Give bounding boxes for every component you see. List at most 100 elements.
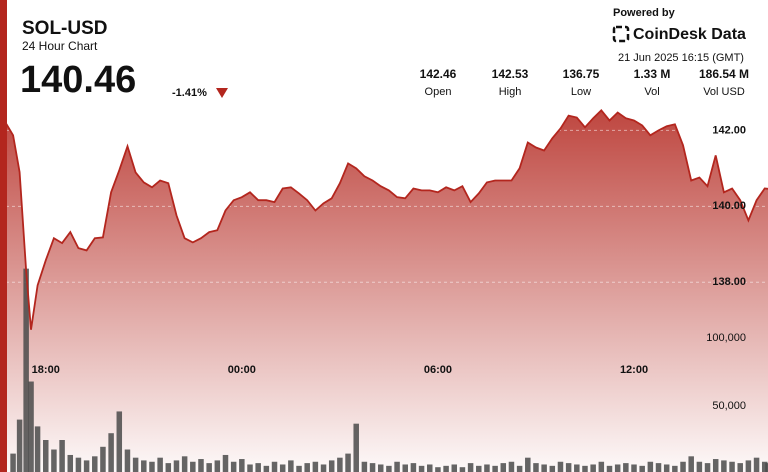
powered-by: Powered by xyxy=(613,7,676,19)
change: -1.41% xyxy=(172,87,207,99)
volume-bar xyxy=(149,461,155,472)
volume-bar xyxy=(737,463,743,472)
volume-bar xyxy=(157,457,163,472)
volume-bar xyxy=(108,433,114,472)
volume-bar xyxy=(574,464,580,472)
volume-bar xyxy=(328,460,335,472)
volume-bar xyxy=(279,464,286,472)
volume-bar xyxy=(492,465,498,472)
volume-bar xyxy=(296,465,302,472)
volume-bar xyxy=(214,460,221,472)
timestamp: 21 Jun 2025 16:15 (GMT) xyxy=(618,52,744,64)
accent-bar xyxy=(0,0,7,472)
volume-bar xyxy=(230,461,237,472)
volume-bar xyxy=(663,464,670,472)
volume-bar xyxy=(124,449,131,472)
volume-bar xyxy=(745,460,752,472)
volume-bar xyxy=(484,464,490,472)
volume-bar xyxy=(28,381,34,472)
volume-bar xyxy=(549,465,556,472)
volume-bar xyxy=(541,464,547,472)
volume-bar xyxy=(173,460,180,472)
volume-bar xyxy=(320,464,327,472)
volume-bar xyxy=(239,459,245,472)
volume-bar xyxy=(206,463,212,472)
volume-bar xyxy=(451,464,458,472)
x-tick-label: 12:00 xyxy=(620,364,648,376)
stat-label: Open xyxy=(425,86,452,98)
volume-bar xyxy=(51,449,57,472)
volume-bar xyxy=(165,463,172,472)
volume-bar xyxy=(721,460,727,472)
volume-bar xyxy=(190,461,196,472)
volume-bar xyxy=(765,463,768,472)
volume-bar xyxy=(533,463,539,472)
volume-bar xyxy=(500,463,507,472)
plot-area: 138.00 140.00 142.00 50,000 100,000 18:00 00:0… xyxy=(0,108,768,472)
stat-value: 142.46 xyxy=(420,67,457,81)
volume-bar xyxy=(377,464,384,472)
volume-bar xyxy=(459,467,466,472)
price-area xyxy=(0,110,768,472)
volume-bar xyxy=(337,457,343,472)
volume-bar xyxy=(680,461,686,472)
volume-bar xyxy=(247,464,253,472)
volume-bar xyxy=(181,456,188,472)
volume-bar xyxy=(345,453,351,472)
volume-bar xyxy=(614,464,621,472)
volume-bar xyxy=(92,456,98,472)
x-tick-label: 06:00 xyxy=(424,364,452,376)
volume-bar xyxy=(353,423,359,472)
volume-bar xyxy=(16,419,23,472)
volume-bar xyxy=(410,463,417,472)
volume-bar xyxy=(476,465,482,472)
volume-bar xyxy=(516,465,523,472)
y-tick-label: 138.00 xyxy=(712,276,746,288)
volume-bar xyxy=(304,463,310,472)
volume-bar xyxy=(753,457,760,472)
volume-bar xyxy=(67,454,74,472)
volume-bar xyxy=(582,465,588,472)
volume-bar xyxy=(655,463,662,472)
volume-bar xyxy=(59,440,65,472)
volume-bar xyxy=(361,461,368,472)
price-line xyxy=(0,108,768,330)
volume-bar xyxy=(435,467,441,472)
volume-bar xyxy=(525,457,531,472)
volume-bar xyxy=(288,460,294,472)
volume-bar xyxy=(467,463,474,472)
volume-bar xyxy=(116,411,123,472)
subtitle: 24 Hour Chart xyxy=(22,39,98,53)
volume-bar xyxy=(132,457,139,472)
stat-label: Vol xyxy=(644,86,659,98)
volume-bar xyxy=(557,461,564,472)
volume-bar xyxy=(402,464,408,472)
volume-bar xyxy=(696,461,703,472)
volume-bar xyxy=(255,463,261,472)
volume-bar xyxy=(590,464,596,472)
volume-bar xyxy=(43,440,49,472)
x-tick-label: 00:00 xyxy=(228,364,256,376)
volume-bar xyxy=(729,461,735,472)
volume-bar xyxy=(394,461,400,472)
stat-value: 142.53 xyxy=(492,67,529,81)
volume-bar xyxy=(508,461,515,472)
volume-bar xyxy=(606,465,613,472)
y-tick-label: 142.00 xyxy=(712,124,746,136)
volume-bar xyxy=(312,461,319,472)
volume-bar xyxy=(141,460,147,472)
volume-bar xyxy=(271,461,278,472)
volume-bar xyxy=(565,463,572,472)
volume-bar xyxy=(672,465,678,472)
y-tick-label: 140.00 xyxy=(712,200,746,212)
price: 140.46 xyxy=(20,59,136,101)
volume-bar xyxy=(23,268,29,472)
volume-bar xyxy=(704,463,711,472)
stat-label: Low xyxy=(571,86,591,98)
y2-tick-label: 50,000 xyxy=(712,400,746,412)
stat-value: 136.75 xyxy=(563,67,600,81)
volume-bar xyxy=(639,465,645,472)
stat-label: Vol USD xyxy=(703,86,745,98)
